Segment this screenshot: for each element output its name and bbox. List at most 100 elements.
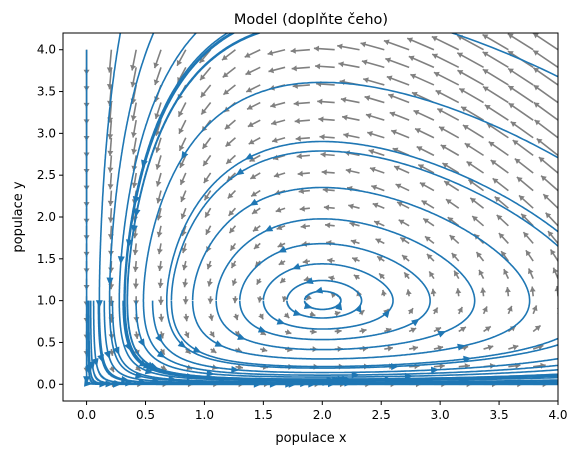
quiver-arrow bbox=[297, 170, 310, 177]
streamline-arrow bbox=[214, 340, 224, 347]
streamline-arrow bbox=[277, 246, 287, 253]
quiver-arrow bbox=[510, 121, 534, 139]
streamline-arrow bbox=[156, 350, 166, 358]
quiver-arrow bbox=[482, 33, 509, 51]
quiver-arrow bbox=[326, 239, 335, 246]
quiver-arrow bbox=[200, 102, 212, 115]
quiver-arrow bbox=[232, 296, 239, 304]
quiver-arrow bbox=[221, 49, 236, 61]
quiver-arrow bbox=[413, 109, 435, 121]
streamline-arrow bbox=[244, 152, 254, 160]
quiver-arrow bbox=[369, 166, 385, 174]
quiver-arrow bbox=[109, 366, 115, 373]
quiver-arrow bbox=[436, 107, 460, 121]
quiver-arrow bbox=[351, 257, 360, 263]
x-tick-label: 1.5 bbox=[254, 408, 273, 422]
streamline-arrow bbox=[257, 325, 267, 333]
streamline-arrow bbox=[141, 159, 148, 169]
streamline-arrow bbox=[177, 340, 187, 349]
quiver-arrow bbox=[367, 131, 385, 139]
streamline-arrow bbox=[304, 277, 314, 284]
streamline-arrow bbox=[91, 357, 99, 367]
streamline-arrow bbox=[249, 198, 259, 206]
quiver-arrow bbox=[107, 137, 114, 156]
quiver-arrow bbox=[153, 67, 162, 86]
streamline-arrow bbox=[120, 375, 130, 383]
quiver-arrow bbox=[469, 197, 485, 209]
chart-title: Model (doplňte čeho) bbox=[234, 12, 388, 28]
quiver-arrow bbox=[321, 169, 335, 176]
quiver-arrow bbox=[106, 49, 113, 73]
streamline-arrow bbox=[231, 365, 240, 373]
quiver-arrow bbox=[401, 254, 410, 262]
streamline-arrow bbox=[181, 150, 189, 160]
quiver-arrow bbox=[403, 271, 410, 280]
quiver-arrow bbox=[432, 307, 439, 315]
quiver-arrow bbox=[318, 116, 335, 123]
streamline-arrow bbox=[457, 343, 466, 351]
quiver-arrow bbox=[483, 344, 494, 351]
quiver-arrow bbox=[130, 49, 137, 71]
quiver-arrow bbox=[302, 258, 311, 265]
streamline-arrow bbox=[192, 346, 202, 353]
streamline-arrow bbox=[144, 367, 154, 375]
quiver-arrow bbox=[153, 49, 162, 69]
streamline-arrow bbox=[285, 380, 294, 388]
streamline bbox=[426, 9, 476, 27]
streamline-arrow bbox=[206, 370, 215, 378]
quiver-arrow bbox=[249, 172, 261, 180]
y-axis-ticks: 0.0 0.5 1.0 1.5 2.0 2.5 3.0 3.5 4.0 bbox=[37, 43, 63, 391]
quiver-arrow bbox=[328, 275, 335, 282]
y-tick-label: 2.5 bbox=[37, 168, 56, 182]
quiver-arrow bbox=[290, 47, 310, 54]
quiver-arrow bbox=[183, 331, 190, 339]
quiver-arrow bbox=[365, 113, 385, 121]
x-tick-label: 1.0 bbox=[195, 408, 214, 422]
quiver-arrow bbox=[225, 137, 236, 148]
streamline-arrow bbox=[293, 309, 302, 316]
quiver-arrow bbox=[507, 85, 534, 104]
quiver-arrow bbox=[514, 157, 534, 174]
quiver-arrow bbox=[349, 221, 360, 228]
quiver-arrow bbox=[410, 73, 435, 86]
quiver-arrow bbox=[460, 106, 484, 121]
streamline-arrow bbox=[465, 20, 474, 27]
quiver-arrow bbox=[536, 137, 558, 157]
quiver-arrow bbox=[246, 101, 261, 110]
x-axis-label: populace x bbox=[275, 431, 347, 446]
quiver-arrow bbox=[341, 114, 360, 121]
quiver-arrow bbox=[299, 205, 310, 212]
quiver-arrow bbox=[494, 196, 509, 209]
streamline-arrow bbox=[133, 208, 141, 218]
quiver-arrow bbox=[475, 251, 485, 262]
streamline-arrow bbox=[335, 301, 343, 311]
quiver-arrow bbox=[384, 345, 394, 352]
quiver-arrow bbox=[381, 289, 387, 297]
quiver-arrow bbox=[416, 145, 435, 157]
quiver-arrow bbox=[433, 345, 444, 351]
quiver-arrow bbox=[260, 346, 268, 353]
quiver-arrow bbox=[256, 278, 262, 286]
quiver-arrow bbox=[284, 329, 292, 335]
quiver-arrow bbox=[277, 242, 286, 248]
quiver-arrow bbox=[295, 135, 310, 142]
quiver-arrow bbox=[107, 172, 114, 190]
quiver-arrow bbox=[457, 69, 484, 86]
quiver-arrow bbox=[533, 84, 558, 104]
quiver-arrow bbox=[458, 87, 484, 104]
quiver-arrow bbox=[433, 71, 460, 86]
quiver-arrow bbox=[224, 119, 236, 130]
quiver-arrow bbox=[508, 344, 519, 351]
streamline-arrow bbox=[112, 346, 120, 356]
quiver-arrow bbox=[492, 177, 509, 192]
quiver-arrow bbox=[181, 260, 188, 271]
quiver-arrow bbox=[533, 101, 558, 121]
x-tick-label: 2.5 bbox=[372, 408, 391, 422]
quiver-arrow bbox=[522, 231, 534, 244]
quiver-arrow bbox=[227, 190, 237, 199]
quiver-arrow bbox=[314, 63, 335, 70]
quiver-arrow bbox=[182, 296, 189, 305]
quiver-arrow bbox=[386, 75, 410, 86]
quiver-arrow bbox=[131, 172, 138, 189]
